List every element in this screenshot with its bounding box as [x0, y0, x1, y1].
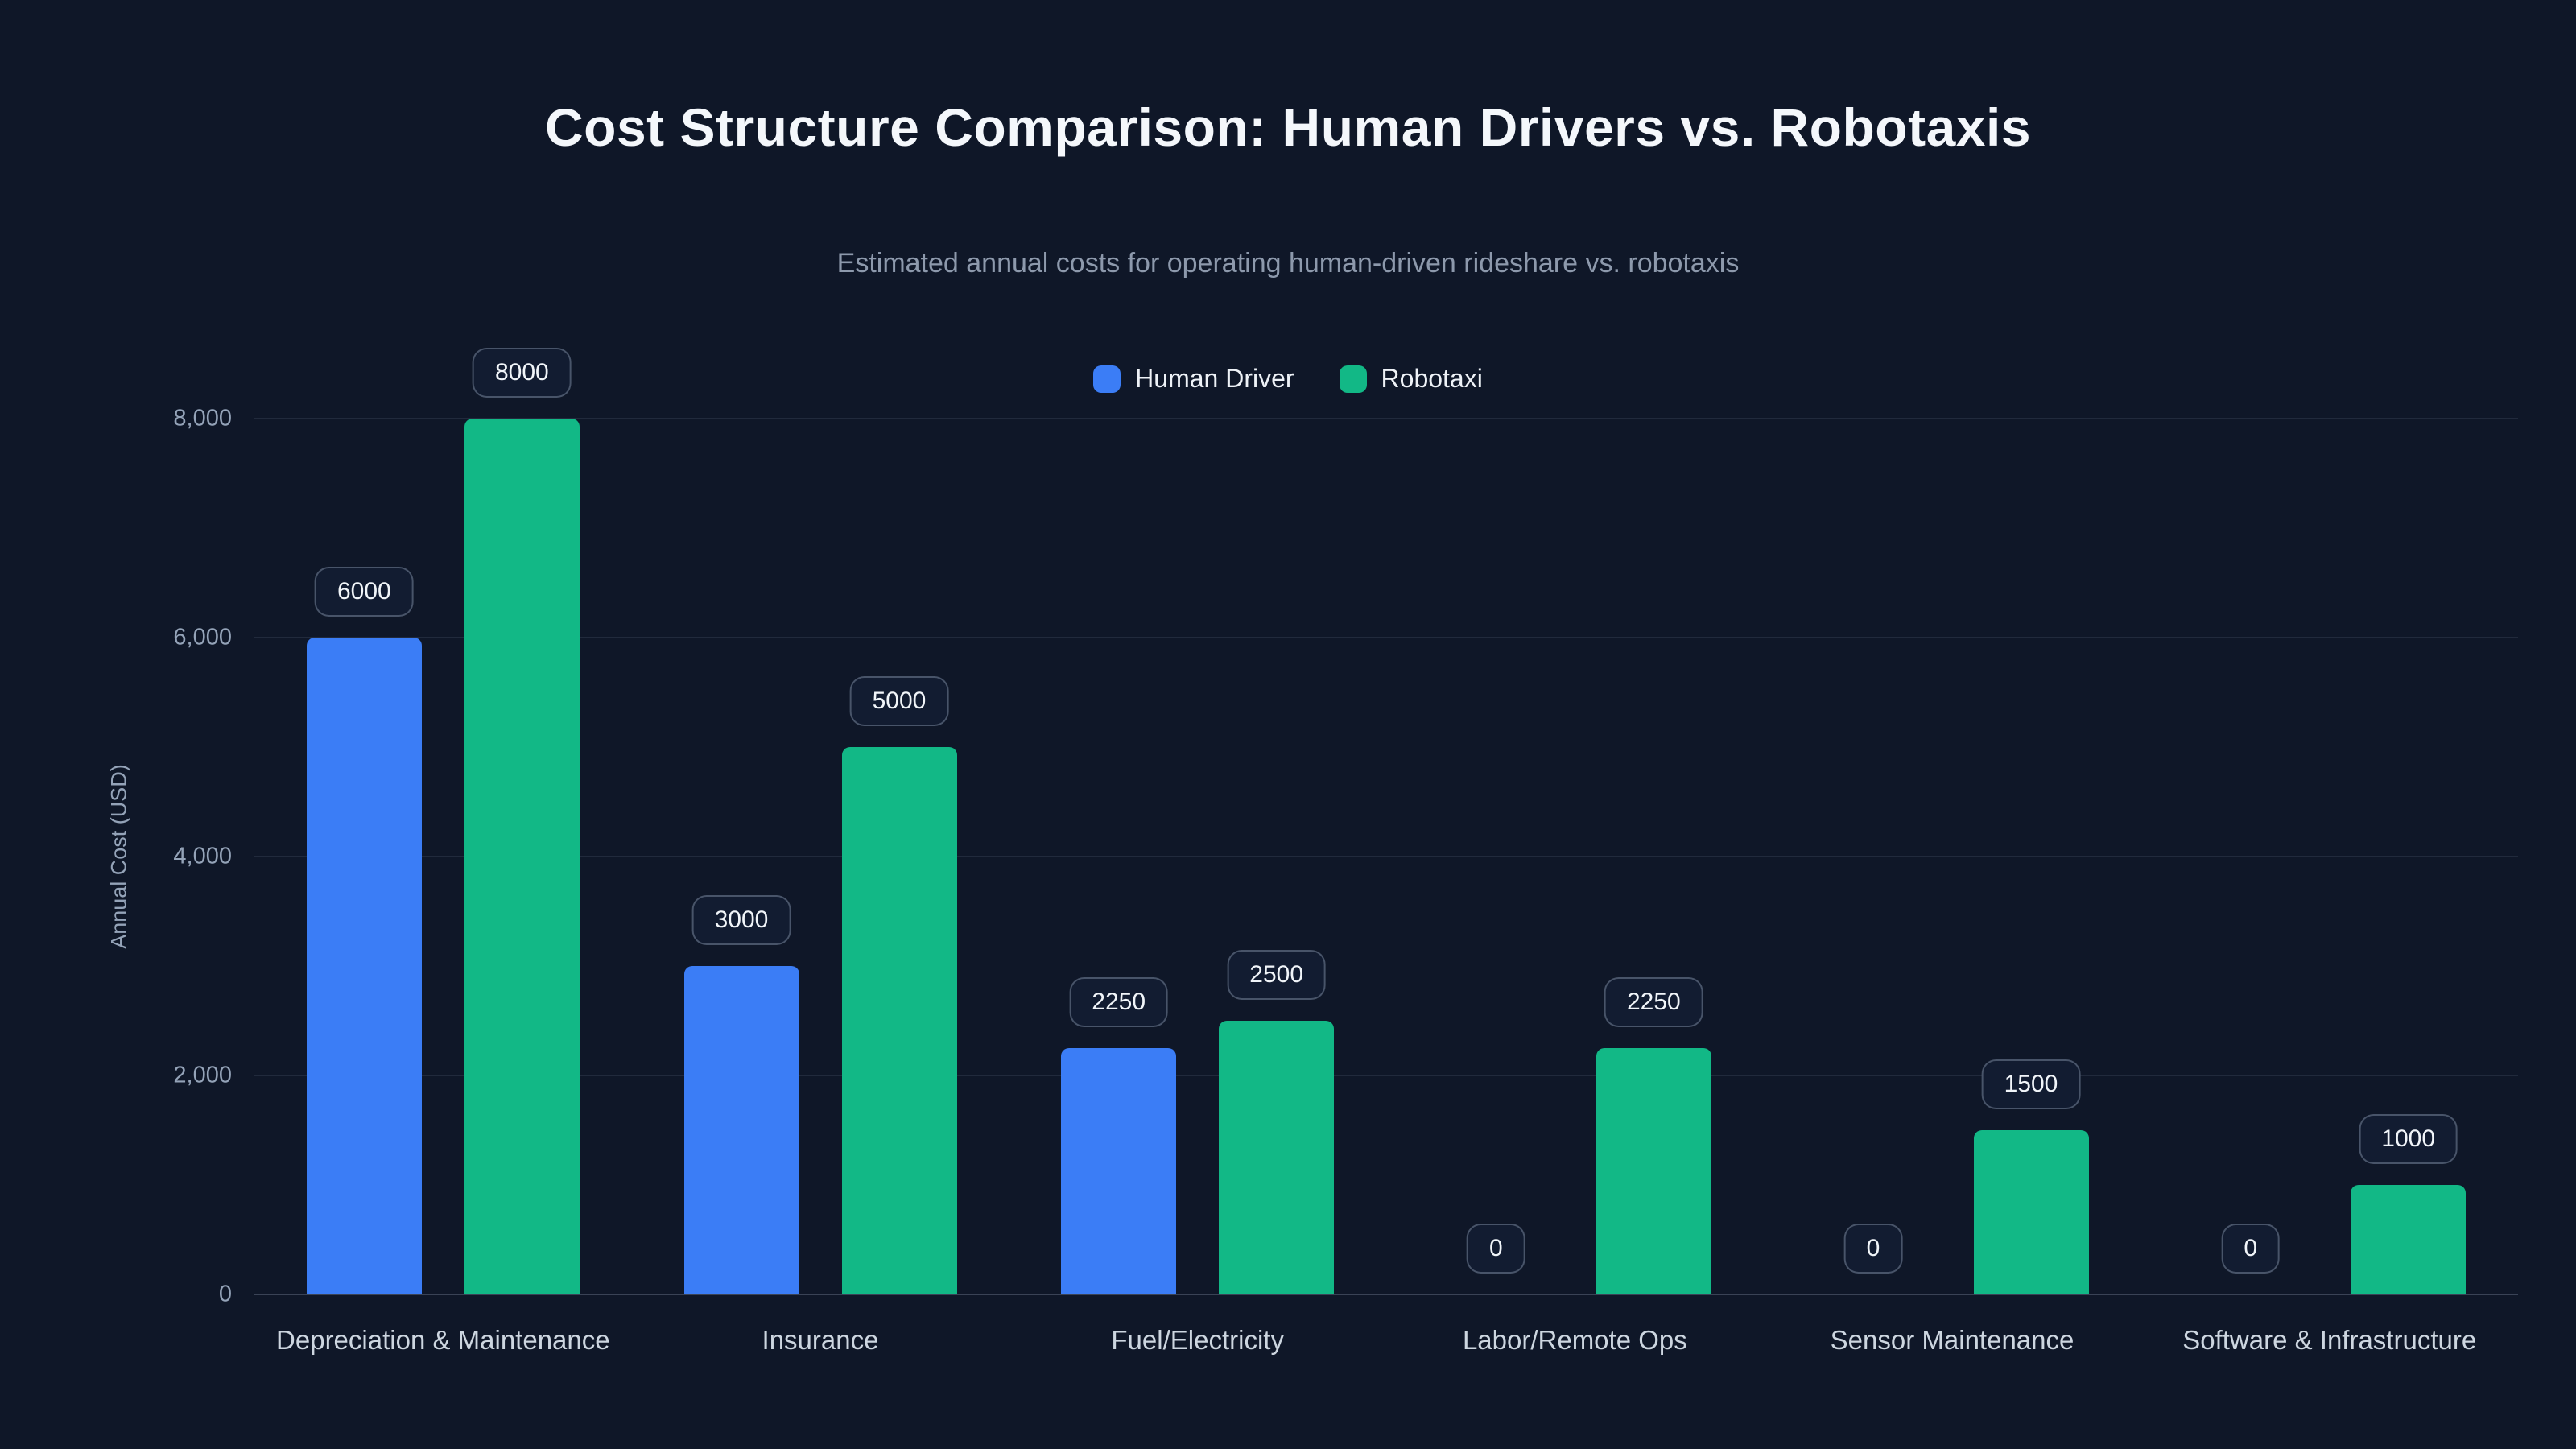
bar-robotaxi-fuel-electricity[interactable] [1219, 1021, 1335, 1294]
legend-swatch-robotaxi [1339, 365, 1367, 393]
bar-robotaxi-software-infrastructure[interactable] [2351, 1185, 2467, 1294]
x-axis-labels: Depreciation & Maintenance Insurance Fuel/… [254, 1325, 2518, 1356]
plot-area: 0 2,000 4,000 6,000 8,000 6000 8000 3000 5000 225… [173, 348, 2518, 1307]
x-category-label-labor-remote-ops: Labor/Remote Ops [1462, 1325, 1687, 1355]
value-label-human-driver-depreciation-maintenance: 6000 [314, 567, 414, 617]
value-label-robotaxi-software-infrastructure: 1000 [2359, 1114, 2458, 1164]
value-label-human-driver-labor-remote-ops: 0 [1466, 1224, 1525, 1274]
y-axis-title: Annual Cost (USD) [106, 764, 131, 949]
value-label-human-driver-sensor-maintenance: 0 [1843, 1224, 1903, 1274]
x-axis-baseline [254, 1294, 2518, 1295]
y-tick-label: 4,000 [173, 843, 232, 869]
y-tick-label: 0 [218, 1281, 232, 1307]
x-category-label-sensor-maintenance: Sensor Maintenance [1830, 1325, 2074, 1355]
value-label-human-driver-insurance: 3000 [691, 895, 791, 945]
value-label-robotaxi-sensor-maintenance: 1500 [1981, 1059, 2081, 1109]
bar-human-driver-depreciation-maintenance[interactable] [306, 638, 422, 1294]
x-category-label-software-infrastructure: Software & Infrastructure [2182, 1325, 2477, 1355]
value-label-human-driver-fuel-electricity: 2250 [1069, 977, 1169, 1027]
value-label-human-driver-software-infrastructure: 0 [2221, 1224, 2280, 1274]
x-category-label-fuel-electricity: Fuel/Electricity [1111, 1325, 1284, 1355]
gridline [254, 1075, 2518, 1076]
bar-robotaxi-sensor-maintenance[interactable] [1973, 1130, 2089, 1294]
y-tick-label: 6,000 [173, 624, 232, 650]
value-label-robotaxi-fuel-electricity: 2500 [1227, 950, 1327, 1000]
x-category-label-depreciation-maintenance: Depreciation & Maintenance [276, 1325, 610, 1355]
bar-robotaxi-depreciation-maintenance[interactable] [464, 419, 580, 1294]
bar-robotaxi-insurance[interactable] [841, 747, 957, 1294]
bar-robotaxi-labor-remote-ops[interactable] [1596, 1048, 1711, 1294]
gridline [254, 637, 2518, 638]
legend-swatch-human-driver [1093, 365, 1121, 393]
legend-label: Human Driver [1135, 364, 1294, 393]
y-tick-label: 8,000 [173, 405, 232, 431]
legend-label: Robotaxi [1381, 364, 1483, 393]
legend: Human Driver Robotaxi [0, 364, 2576, 394]
x-category-label-insurance: Insurance [762, 1325, 879, 1355]
bar-human-driver-insurance[interactable] [683, 966, 799, 1294]
chart-title: Cost Structure Comparison: Human Drivers… [544, 97, 2032, 157]
chart-subtitle: Estimated annual costs for operating hum… [836, 248, 1740, 279]
gridline [254, 856, 2518, 857]
y-tick-label: 2,000 [173, 1062, 232, 1088]
legend-item-robotaxi[interactable]: Robotaxi [1339, 364, 1483, 394]
bar-human-driver-fuel-electricity[interactable] [1061, 1048, 1177, 1294]
value-label-robotaxi-labor-remote-ops: 2250 [1604, 977, 1703, 1027]
gridline [254, 418, 2518, 419]
value-label-robotaxi-insurance: 5000 [849, 676, 949, 726]
value-label-robotaxi-depreciation-maintenance: 8000 [472, 348, 572, 398]
legend-item-human-driver[interactable]: Human Driver [1093, 364, 1294, 394]
